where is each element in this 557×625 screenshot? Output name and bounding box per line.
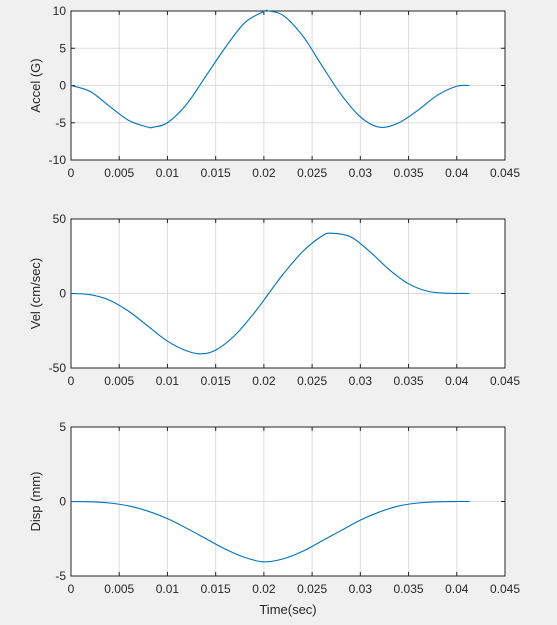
- y-tick-label: 0: [59, 79, 66, 93]
- x-tick-label: 0.025: [297, 582, 327, 596]
- y-axis-label: Vel (cm/sec): [28, 258, 43, 330]
- x-tick-label: 0.045: [490, 582, 520, 596]
- subplot-1: 0 0.005 0.01 0.015 0.02 0.025 0.03 0.035 0.04 0.0…: [28, 4, 520, 180]
- x-tick-label: 0.015: [201, 582, 231, 596]
- y-tick-label: -10: [49, 153, 67, 167]
- x-tick-label: 0.03: [349, 582, 373, 596]
- subplot-3: 0 0.005 0.01 0.015 0.02 0.025 0.03 0.035 0.04 0.0…: [28, 420, 520, 617]
- y-axis-label: Disp (mm): [28, 472, 43, 532]
- series-line: [70, 9, 470, 129]
- x-tick-label: 0.02: [252, 582, 276, 596]
- y-tick-label: 0: [59, 495, 66, 509]
- y-tick-label: 50: [53, 212, 67, 226]
- x-tick-label: 0.04: [445, 374, 469, 388]
- x-tick-label: 0.01: [156, 166, 180, 180]
- x-tick-label: 0: [68, 374, 75, 388]
- subplots: 0 0.005 0.01 0.015 0.02 0.025 0.03 0.035 0.04 0.0…: [28, 4, 520, 617]
- y-tick-label: 5: [59, 420, 66, 434]
- x-tick-label: 0.02: [252, 374, 276, 388]
- y-tick-label: -5: [55, 569, 66, 583]
- y-axis-label: Accel (G): [28, 58, 43, 112]
- x-tick-label: 0: [68, 166, 75, 180]
- series-line: [70, 232, 470, 355]
- x-tick-label: 0.04: [445, 166, 469, 180]
- x-axis-label: Time(sec): [259, 602, 316, 617]
- x-tick-label: 0.045: [490, 374, 520, 388]
- x-tick-label: 0.015: [201, 374, 231, 388]
- series-line: [70, 500, 470, 563]
- x-tick-label: 0.035: [394, 166, 424, 180]
- x-tick-label: 0.005: [104, 374, 134, 388]
- x-tick-label: 0: [68, 582, 75, 596]
- y-tick-label: -50: [49, 361, 67, 375]
- x-tick-label: 0.01: [156, 582, 180, 596]
- x-tick-label: 0.025: [297, 374, 327, 388]
- x-tick-label: 0.04: [445, 582, 469, 596]
- x-tick-label: 0.01: [156, 374, 180, 388]
- y-tick-label: -5: [55, 116, 66, 130]
- x-tick-label: 0.035: [394, 582, 424, 596]
- x-tick-label: 0.015: [201, 166, 231, 180]
- x-tick-label: 0.025: [297, 166, 327, 180]
- x-tick-label: 0.035: [394, 374, 424, 388]
- x-tick-label: 0.02: [252, 166, 276, 180]
- x-tick-label: 0.045: [490, 166, 520, 180]
- x-tick-label: 0.03: [349, 374, 373, 388]
- subplot-2: 0 0.005 0.01 0.015 0.02 0.025 0.03 0.035 0.04 0.0…: [28, 212, 520, 388]
- x-tick-label: 0.005: [104, 166, 134, 180]
- y-tick-label: 0: [59, 287, 66, 301]
- y-tick-label: 5: [59, 41, 66, 55]
- x-tick-label: 0.03: [349, 166, 373, 180]
- y-tick-label: 10: [53, 4, 67, 18]
- x-tick-label: 0.005: [104, 582, 134, 596]
